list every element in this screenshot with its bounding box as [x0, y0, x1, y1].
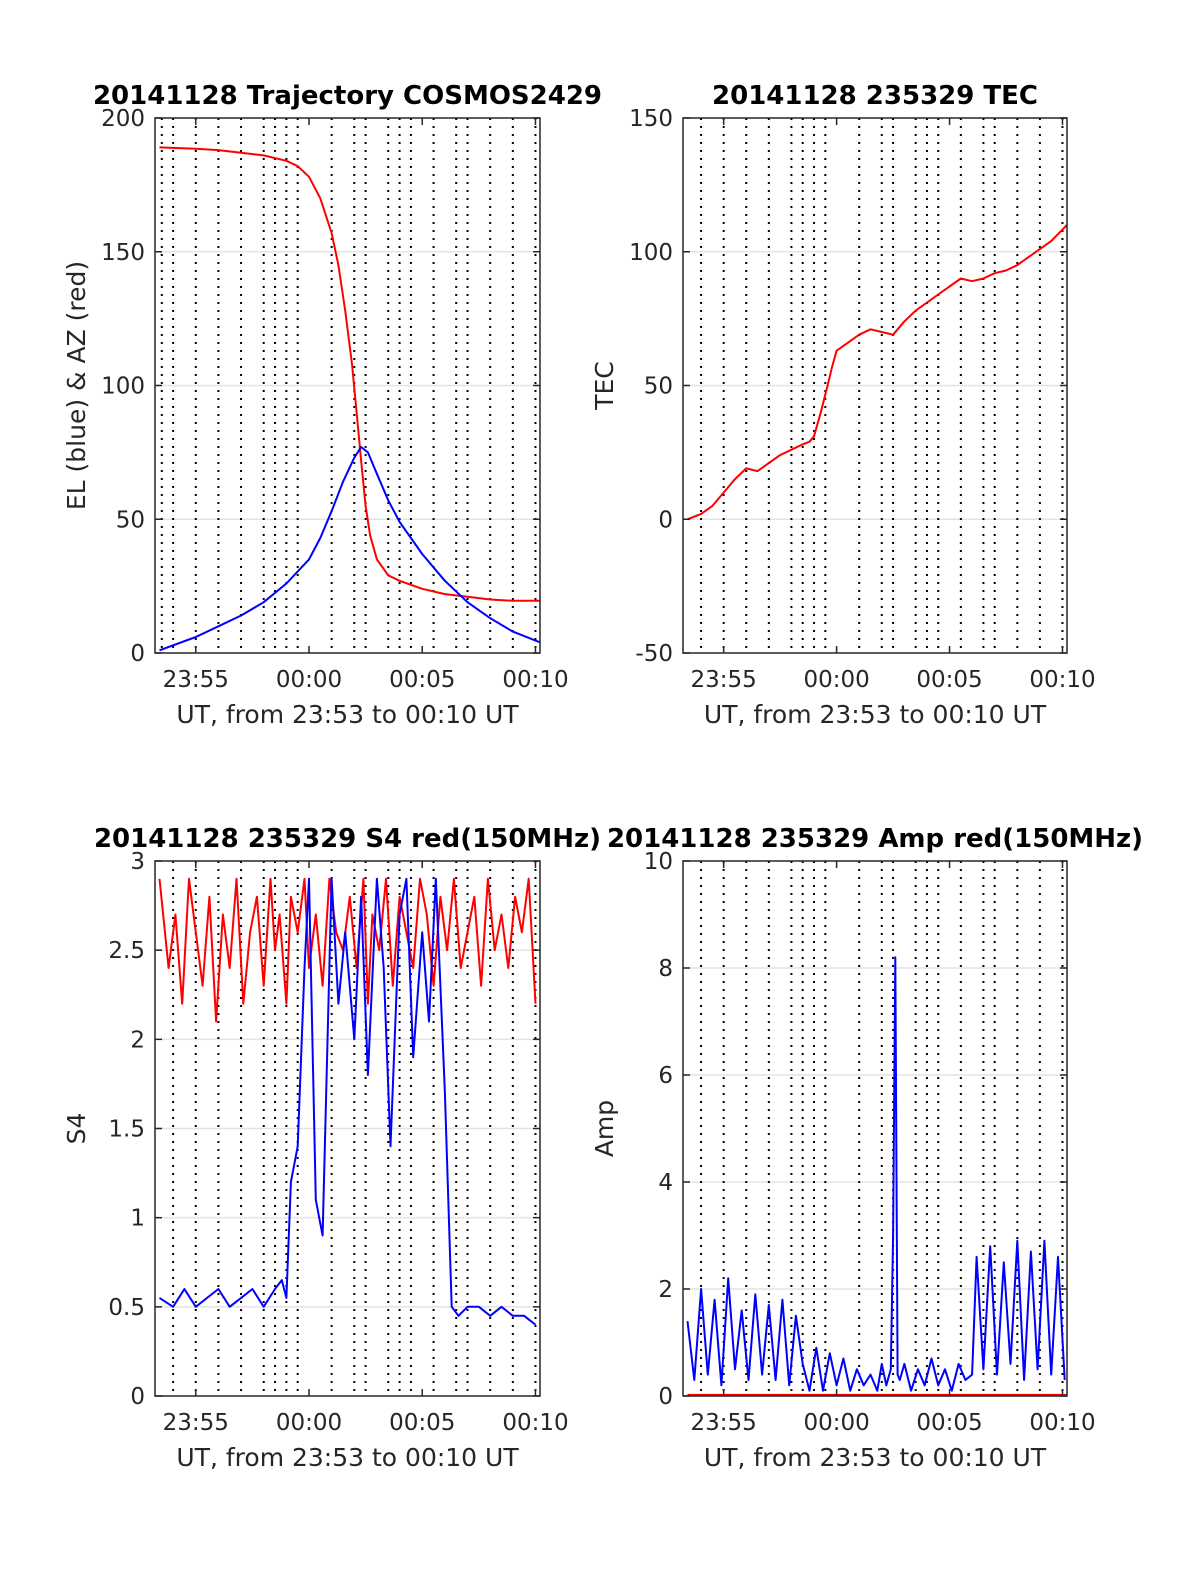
tec-ytick-label-3: 100: [629, 240, 673, 266]
tec-xtick-label-0: 23:55: [691, 667, 757, 693]
s4-series-1: [158, 877, 537, 1326]
s4-ytick-label-1: 0.5: [108, 1295, 145, 1321]
tec-xtick-label-3: 00:10: [1029, 667, 1095, 693]
tec-xlabel: UT, from 23:53 to 00:10 UT: [704, 700, 1047, 729]
traj-xtick-label-3: 00:10: [502, 667, 568, 693]
s4-xtick-label-1: 00:00: [276, 1410, 342, 1436]
traj-ytick-label-3: 150: [101, 240, 145, 266]
amp-ytick-label-1: 2: [658, 1277, 673, 1303]
amp-xtick-label-1: 00:00: [803, 1410, 869, 1436]
amp-ytick-label-4: 8: [658, 956, 673, 982]
tec-title: 20141128 235329 TEC: [712, 81, 1038, 111]
s4-chart: 23:55 00:00 00:05 00:10 0 0.5 1 1.5 2 2.5 32014112…: [62, 824, 601, 1472]
s4-ytick-label-0: 0: [130, 1384, 145, 1410]
traj-series-1: [159, 446, 540, 652]
s4-ytick-label-5: 2.5: [108, 938, 145, 964]
amp-ytick-label-5: 10: [644, 849, 673, 875]
traj-ytick-label-1: 50: [116, 507, 145, 533]
amp-xtick-label-2: 00:05: [916, 1410, 982, 1436]
tec-xtick-label-2: 00:05: [916, 667, 982, 693]
s4-xtick-label-3: 00:10: [502, 1410, 568, 1436]
amp-ytick-label-3: 6: [658, 1063, 673, 1089]
traj-xlabel: UT, from 23:53 to 00:10 UT: [176, 700, 519, 729]
traj-xtick-label-1: 00:00: [276, 667, 342, 693]
traj-series-0: [159, 146, 540, 602]
tec-chart: 23:55 00:00 00:05 00:10 -50 0 50 100 150 20141128…: [590, 81, 1096, 729]
traj-title: 20141128 Trajectory COSMOS2429: [93, 81, 602, 111]
amp-xlabel: UT, from 23:53 to 00:10 UT: [704, 1443, 1047, 1472]
tec-ytick-label-1: 0: [658, 507, 673, 533]
s4-series-0: [158, 877, 537, 1023]
tec-ytick-label-0: -50: [635, 641, 673, 667]
s4-xtick-label-2: 00:05: [389, 1410, 455, 1436]
traj-ylabel: EL (blue) & AZ (red): [62, 261, 91, 510]
amp-ytick-label-0: 0: [658, 1384, 673, 1410]
tec-ytick-label-4: 150: [629, 106, 673, 132]
traj-ytick-label-4: 200: [101, 106, 145, 132]
s4-xtick-label-0: 23:55: [163, 1410, 229, 1436]
tec-xtick-label-1: 00:00: [803, 667, 869, 693]
amp-axes-frame: [682, 860, 1068, 1397]
amp-ylabel: Amp: [590, 1100, 619, 1157]
s4-xlabel: UT, from 23:53 to 00:10 UT: [176, 1443, 519, 1472]
s4-ylabel: S4: [62, 1113, 91, 1145]
amp-xtick-label-0: 23:55: [691, 1410, 757, 1436]
s4-ytick-label-4: 2: [130, 1027, 145, 1053]
traj-ytick-label-0: 0: [130, 641, 145, 667]
traj-chart: 23:55 00:00 00:05 00:10 0 50 100 150 20020141128…: [62, 81, 602, 729]
tec-ytick-label-2: 50: [644, 374, 673, 400]
s4-ytick-label-3: 1.5: [108, 1117, 145, 1143]
s4-ytick-label-6: 3: [130, 849, 145, 875]
s4-ytick-label-2: 1: [130, 1206, 145, 1232]
traj-xtick-label-2: 00:05: [389, 667, 455, 693]
amp-xtick-label-3: 00:10: [1029, 1410, 1095, 1436]
traj-ytick-label-2: 100: [101, 374, 145, 400]
tec-series-0: [687, 224, 1067, 521]
s4-title: 20141128 235329 S4 red(150MHz): [94, 824, 601, 854]
amp-ytick-label-2: 4: [658, 1170, 673, 1196]
tec-ylabel: TEC: [590, 361, 619, 411]
amp-series-1: [686, 956, 1066, 1392]
amp-title: 20141128 235329 Amp red(150MHz): [607, 824, 1143, 854]
traj-xtick-label-0: 23:55: [163, 667, 229, 693]
